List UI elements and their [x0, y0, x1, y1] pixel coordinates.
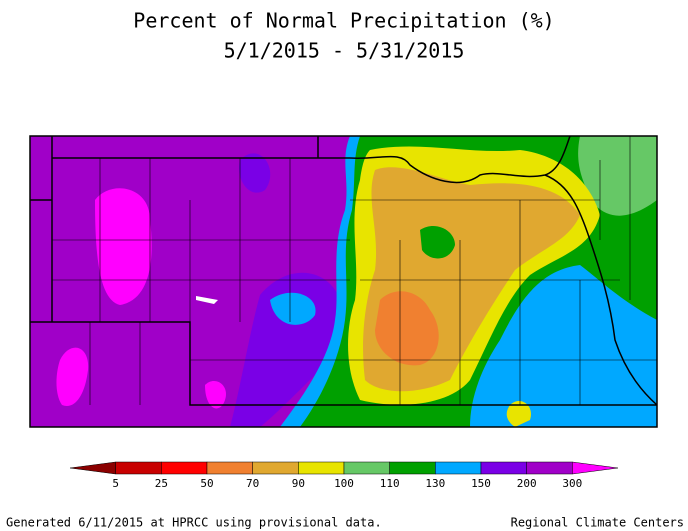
legend-arrow	[69, 461, 116, 475]
legend-label: 300	[562, 477, 582, 490]
legend-swatch	[480, 461, 527, 475]
legend-label: 25	[155, 477, 168, 490]
legend-label: 200	[517, 477, 537, 490]
state-line	[30, 135, 658, 406]
legend-swatch	[343, 461, 390, 475]
legend-label: 110	[380, 477, 400, 490]
legend-swatch	[161, 461, 208, 475]
subtitle: 5/1/2015 - 5/31/2015	[224, 39, 465, 63]
legend-label: 50	[200, 477, 213, 490]
legend-label: 90	[292, 477, 305, 490]
legend-swatch	[206, 461, 253, 475]
region	[56, 347, 89, 406]
map	[29, 135, 658, 428]
legend-swatch	[298, 461, 345, 475]
legend-swatch	[389, 461, 436, 475]
region	[205, 380, 226, 409]
region	[95, 188, 152, 305]
legend-label: 130	[425, 477, 445, 490]
legend-label: 70	[246, 477, 259, 490]
region	[375, 291, 439, 366]
footer-right: Regional Climate Centers	[511, 516, 684, 530]
map-border	[29, 135, 658, 428]
region	[420, 225, 455, 259]
region	[578, 136, 657, 216]
region	[239, 153, 271, 193]
legend: 5 25 50 70 90 100 110 130 150 200 300	[69, 461, 619, 490]
region	[270, 292, 316, 325]
legend-swatch	[435, 461, 482, 475]
legend-swatch	[115, 461, 162, 475]
legend-swatch	[252, 461, 299, 475]
lake	[196, 296, 218, 304]
region	[506, 400, 531, 427]
legend-label: 100	[334, 477, 354, 490]
legend-label: 150	[471, 477, 491, 490]
title: Percent of Normal Precipitation (%)	[133, 9, 554, 33]
legend-label: 5	[112, 477, 119, 490]
legend-swatch	[526, 461, 573, 475]
map-fill	[30, 136, 657, 427]
boundaries	[29, 135, 658, 428]
county-line	[52, 136, 657, 405]
legend-arrow	[572, 461, 619, 475]
footer-left: Generated 6/11/2015 at HPRCC using provi…	[6, 516, 382, 530]
